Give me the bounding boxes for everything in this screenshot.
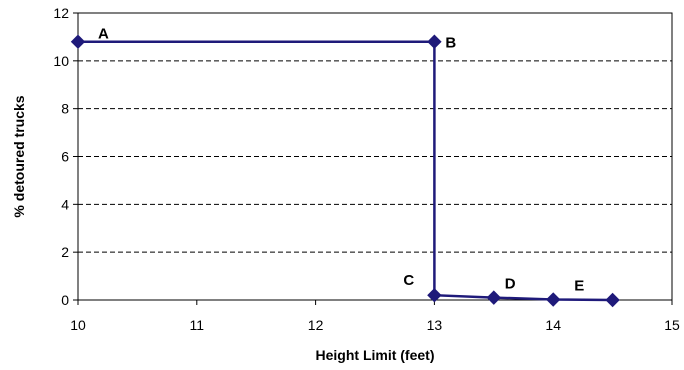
y-tick-label-4: 4 [61, 196, 69, 212]
axis-ticks: 0 2 4 6 8 10 12 10 11 12 13 14 15 [53, 5, 680, 333]
y-axis-title: % detoured trucks [11, 95, 27, 217]
gridlines [78, 60, 672, 253]
annotation-C: C [403, 272, 414, 289]
data-point-2 [427, 288, 442, 303]
y-tick-label-10: 10 [53, 53, 69, 69]
point-annotations: A B C D E [98, 26, 584, 295]
x-tick-label-10: 10 [70, 317, 86, 333]
data-point-4 [545, 292, 561, 307]
y-tick-label-2: 2 [61, 244, 69, 260]
series-group [70, 34, 620, 308]
data-point-3 [486, 290, 502, 305]
x-tick-label-13: 13 [427, 317, 443, 333]
annotation-B: B [445, 35, 456, 52]
data-point-5 [605, 292, 620, 308]
annotation-D: D [505, 276, 516, 293]
x-tick-label-15: 15 [664, 317, 680, 333]
y-tick-label-6: 6 [61, 149, 69, 165]
x-tick-label-12: 12 [308, 317, 324, 333]
data-point-1 [427, 34, 442, 49]
x-tick-label-11: 11 [190, 317, 205, 333]
annotation-A: A [98, 26, 109, 43]
series-line [78, 40, 613, 302]
annotation-E: E [574, 278, 584, 295]
y-tick-label-0: 0 [61, 292, 69, 308]
x-axis-title: Height Limit (feet) [316, 347, 435, 363]
data-point-0 [70, 34, 86, 49]
y-tick-label-8: 8 [61, 101, 69, 117]
x-tick-label-14: 14 [545, 317, 561, 333]
y-tick-label-12: 12 [53, 5, 69, 21]
